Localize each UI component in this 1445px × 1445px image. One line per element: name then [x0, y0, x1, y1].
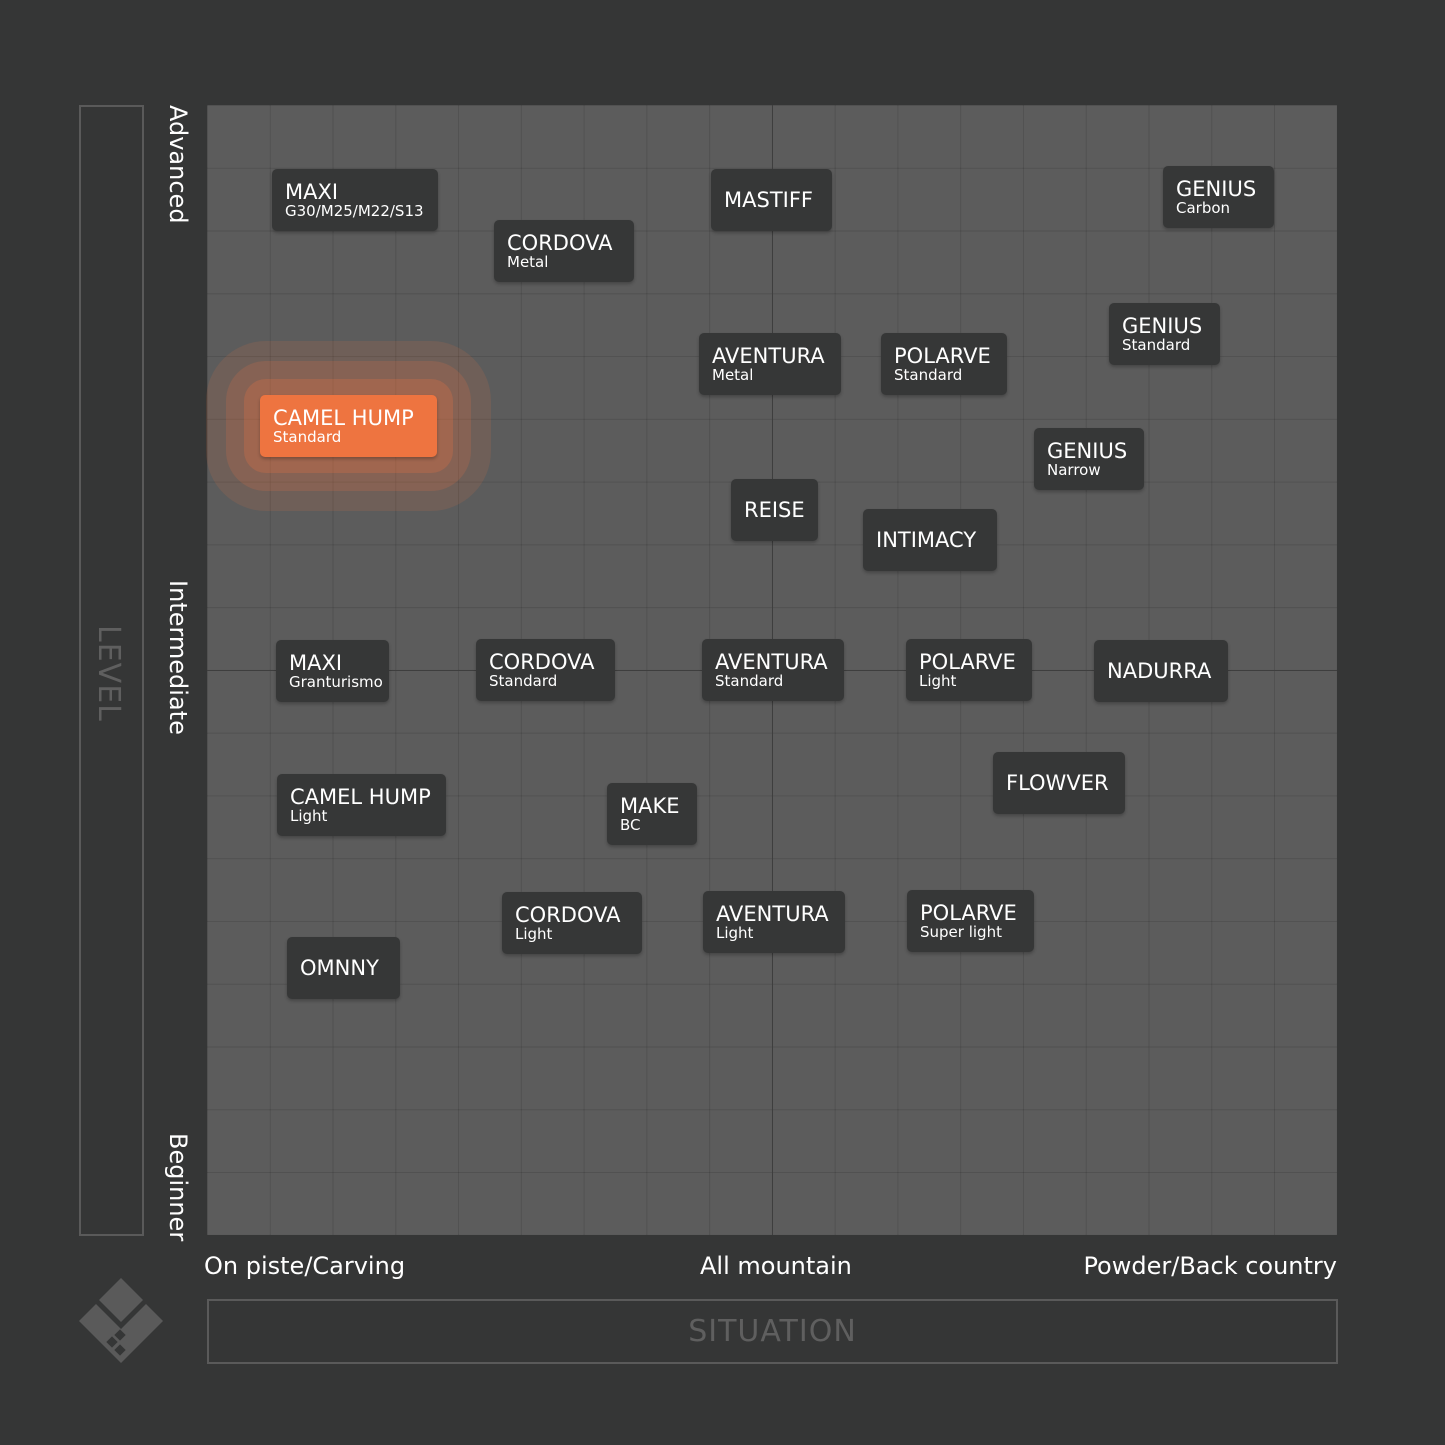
- product-node: CORDOVA Standard: [476, 639, 615, 701]
- product-variant: Carbon: [1176, 199, 1231, 217]
- product-name: CAMEL HUMP: [290, 785, 431, 809]
- product-name: CAMEL HUMP: [273, 406, 414, 430]
- y-title: LEVEL: [91, 625, 126, 722]
- logo: [79, 1278, 163, 1363]
- product-variant: Light: [716, 924, 754, 942]
- product-name: OMNNY: [300, 956, 379, 980]
- product-variant: Metal: [712, 366, 754, 384]
- product-variant: Standard: [894, 366, 963, 384]
- product-node: CAMEL HUMP Standard: [260, 395, 437, 457]
- product-variant: G30/M25/M22/S13: [285, 202, 424, 220]
- product-name: MASTIFF: [724, 188, 813, 212]
- product-variant: Super light: [920, 923, 1002, 941]
- product-variant: Standard: [273, 428, 342, 446]
- product-variant: Light: [290, 807, 328, 825]
- product-node: CORDOVA Metal: [494, 220, 634, 282]
- product-name: FLOWVER: [1006, 771, 1109, 795]
- product-variant: Standard: [1122, 336, 1191, 354]
- product-node: INTIMACY: [863, 509, 997, 571]
- y-label: Intermediate: [164, 580, 192, 735]
- level-box: [79, 105, 144, 1236]
- product-name: GENIUS: [1047, 439, 1128, 463]
- product-name: GENIUS: [1176, 177, 1257, 201]
- product-node: MAKE BC: [607, 783, 697, 845]
- product-name: POLARVE: [894, 344, 991, 368]
- product-node: GENIUS Narrow: [1034, 428, 1144, 490]
- product-node: AVENTURA Light: [703, 891, 845, 953]
- product-variant: Metal: [507, 253, 549, 271]
- y-label: Beginner: [164, 1133, 192, 1242]
- product-name: AVENTURA: [715, 650, 828, 674]
- product-node: GENIUS Carbon: [1163, 166, 1274, 228]
- product-name: CORDOVA: [507, 231, 613, 255]
- product-node: NADURRA: [1094, 640, 1228, 702]
- product-variant: Narrow: [1047, 461, 1101, 479]
- product-name: MAXI: [289, 651, 343, 675]
- product-node: MAXI G30/M25/M22/S13: [272, 169, 438, 231]
- product-name: MAXI: [285, 180, 339, 204]
- product-name: AVENTURA: [712, 344, 825, 368]
- x-label: On piste/Carving: [204, 1252, 406, 1280]
- product-name: POLARVE: [920, 901, 1017, 925]
- plot-area: [207, 105, 1337, 1235]
- product-name: REISE: [744, 498, 805, 522]
- x-title: SITUATION: [688, 1314, 857, 1349]
- y-label: Advanced: [164, 105, 192, 224]
- product-node: FLOWVER: [993, 752, 1125, 814]
- product-node: POLARVE Super light: [907, 890, 1034, 952]
- product-name: CORDOVA: [515, 903, 621, 927]
- product-variant: BC: [620, 816, 641, 834]
- x-label: Powder/Back country: [1083, 1252, 1337, 1280]
- product-variant: Light: [515, 925, 553, 943]
- product-node: CAMEL HUMP Light: [277, 774, 446, 836]
- product-name: INTIMACY: [876, 528, 977, 552]
- product-name: CORDOVA: [489, 650, 595, 674]
- product-variant: Standard: [489, 672, 558, 690]
- product-name: GENIUS: [1122, 314, 1203, 338]
- product-name: AVENTURA: [716, 902, 829, 926]
- product-node: GENIUS Standard: [1109, 303, 1220, 365]
- product-variant: Standard: [715, 672, 784, 690]
- product-node: CORDOVA Light: [502, 892, 642, 954]
- product-name: MAKE: [620, 794, 680, 818]
- product-node: REISE: [731, 479, 818, 541]
- product-name: NADURRA: [1107, 659, 1212, 683]
- product-node: POLARVE Standard: [881, 333, 1007, 395]
- x-label: All mountain: [700, 1252, 852, 1280]
- product-node: AVENTURA Standard: [702, 639, 844, 701]
- product-node: MASTIFF: [711, 169, 832, 231]
- product-node: OMNNY: [287, 937, 400, 999]
- product-name: POLARVE: [919, 650, 1016, 674]
- product-node: MAXI Granturismo: [276, 640, 389, 702]
- product-node: AVENTURA Metal: [699, 333, 841, 395]
- product-variant: Light: [919, 672, 957, 690]
- product-variant: Granturismo: [289, 673, 383, 691]
- situation-box: SITUATION: [207, 1299, 1338, 1364]
- product-node: POLARVE Light: [906, 639, 1032, 701]
